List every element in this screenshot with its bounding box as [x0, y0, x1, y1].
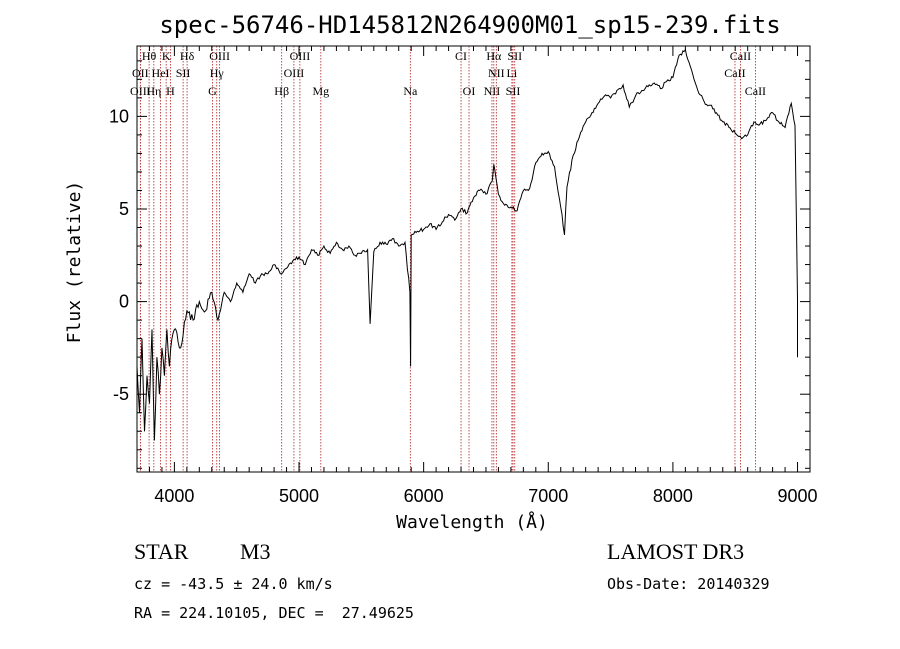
survey-name: LAMOST DR3	[607, 539, 745, 564]
x-tick-label: 8000	[653, 486, 693, 506]
reference-label-caii: CaII	[745, 84, 766, 98]
y-axis-ticks: -5 0 5 10	[109, 60, 810, 469]
reference-label-na: Na	[403, 84, 418, 98]
reference-label-oiii: OIII	[284, 66, 305, 80]
reference-label-mg: Mg	[312, 84, 329, 98]
reference-line-labels: Hθ K Hδ OIII OIII CI Hα SII CaII OII HeI SII Hγ OIII N…	[130, 49, 766, 98]
reference-label-h: H	[166, 84, 175, 98]
reference-label-hα: Hα	[486, 49, 502, 63]
x-tick-label: 5000	[279, 486, 319, 506]
obs-date: Obs-Date: 20140329	[607, 575, 770, 593]
reference-label-oiii: OIII	[290, 49, 311, 63]
y-tick-label: 10	[109, 106, 129, 126]
reference-label-hβ: Hβ	[274, 84, 289, 98]
redshift-readout: cz = -43.5 ± 24.0 km/s	[134, 575, 333, 593]
reference-label-oii: OII	[132, 66, 149, 80]
reference-label-ci: CI	[455, 49, 467, 63]
reference-label-sii: SII	[176, 66, 191, 80]
reference-label-oiii: OIII	[209, 49, 230, 63]
reference-lines	[139, 46, 756, 472]
reference-label-hei: HeI	[152, 66, 170, 80]
x-tick-label: 7000	[528, 486, 568, 506]
reference-label-hδ: Hδ	[180, 49, 195, 63]
reference-label-sii: SII	[507, 49, 522, 63]
reference-label-g: G	[208, 84, 217, 98]
plot-frame	[136, 45, 811, 473]
reference-label-caii: CaII	[724, 66, 745, 80]
chart-title: spec-56746-HD145812N264900M01_sp15-239.f…	[159, 11, 780, 39]
x-axis-ticks: 4000 5000 6000 7000 8000 9000	[136, 46, 818, 506]
reference-label-oiii: OIII	[130, 84, 151, 98]
x-axis-label: Wavelength (Å)	[396, 511, 548, 533]
x-tick-label: 4000	[154, 486, 194, 506]
x-tick-label: 6000	[404, 486, 444, 506]
y-tick-label: 5	[119, 199, 129, 219]
reference-label-nii: NII	[484, 84, 501, 98]
reference-label-nii: NII	[488, 66, 505, 80]
y-axis-label: Flux (relative)	[64, 181, 85, 344]
y-tick-label: 0	[119, 292, 129, 312]
reference-label-oi: OI	[463, 84, 476, 98]
object-class: STAR	[134, 539, 189, 564]
reference-label-li: Li	[507, 66, 518, 80]
y-tick-label: -5	[113, 384, 129, 404]
reference-label-hθ: Hθ	[142, 49, 157, 63]
reference-label-hγ: Hγ	[210, 66, 225, 80]
reference-label-k: K	[162, 49, 171, 63]
x-tick-label: 9000	[778, 486, 818, 506]
reference-label-sii: SII	[506, 84, 521, 98]
reference-label-caii: CaII	[730, 49, 751, 63]
spectrum-line	[136, 48, 798, 441]
subclass: M3	[240, 539, 271, 564]
coordinates-readout: RA = 224.10105, DEC = 27.49625	[134, 604, 414, 622]
reference-label-hη: Hη	[146, 84, 161, 98]
